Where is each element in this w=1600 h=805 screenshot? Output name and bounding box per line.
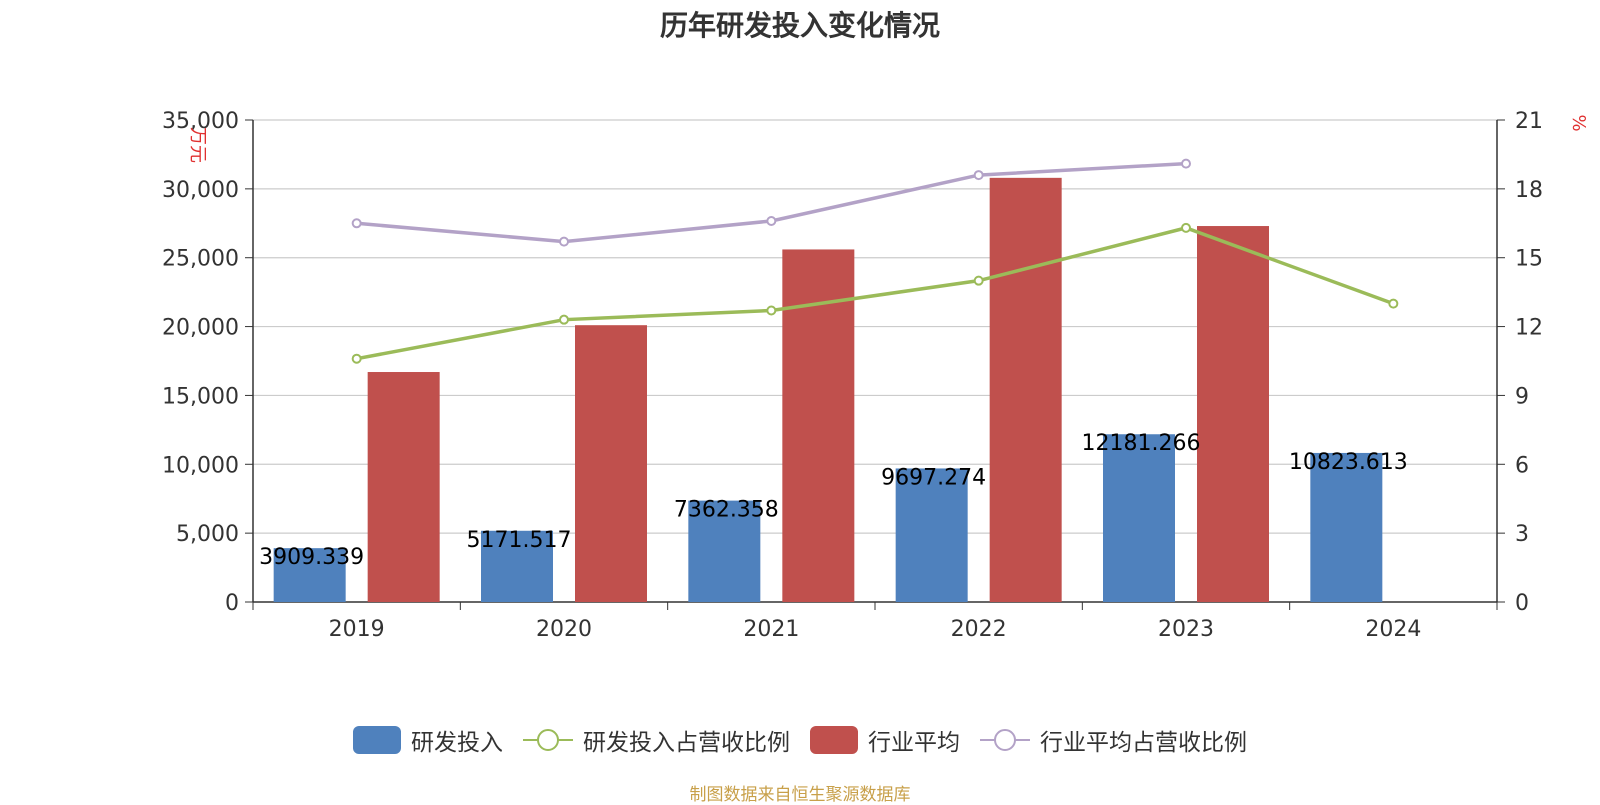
data-point bbox=[766, 215, 777, 226]
bar bbox=[1197, 226, 1269, 603]
left-axis-label: 万元 bbox=[187, 127, 208, 163]
source-note: 制图数据来自恒生聚源数据库 bbox=[689, 785, 911, 805]
data-point bbox=[559, 314, 569, 325]
legend-label: 行业平均 bbox=[868, 730, 960, 756]
bar bbox=[688, 500, 761, 602]
left-tick-label: 35,000 bbox=[162, 109, 239, 134]
right-tick-label: 9 bbox=[1515, 384, 1529, 409]
data-point bbox=[766, 305, 777, 316]
legend-item[interactable]: 行业平均占营收比例 bbox=[980, 723, 1247, 757]
right-tick-label: 21 bbox=[1515, 109, 1543, 134]
legend: 研发投入 研发投入占营收比例 行业平均 行业平均占营收比例 bbox=[0, 720, 1600, 760]
left-tick-label: 20,000 bbox=[162, 316, 239, 341]
left-tick-label: 15,000 bbox=[162, 384, 239, 409]
bar bbox=[895, 468, 968, 602]
right-tick-label: 0 bbox=[1515, 591, 1529, 616]
bar bbox=[273, 548, 346, 602]
data-point bbox=[1181, 222, 1191, 233]
left-tick-label: 10,000 bbox=[162, 453, 239, 478]
legend-label: 研发投入占营收比例 bbox=[583, 730, 790, 756]
left-tick-label: 5,000 bbox=[176, 522, 239, 547]
legend-swatch bbox=[353, 726, 401, 754]
right-tick-label: 15 bbox=[1515, 247, 1543, 272]
data-label: 3909.339 bbox=[259, 545, 364, 570]
left-tick-label: 25,000 bbox=[162, 247, 239, 272]
right-tick-label: 12 bbox=[1515, 316, 1543, 341]
bar bbox=[989, 177, 1062, 602]
data-label: 10823.613 bbox=[1289, 450, 1408, 475]
left-tick-label: 0 bbox=[225, 591, 239, 616]
data-label: 5171.517 bbox=[467, 528, 572, 553]
x-tick-label: 2021 bbox=[743, 617, 799, 642]
bar bbox=[1310, 452, 1383, 602]
x-tick-label: 2024 bbox=[1365, 617, 1421, 642]
data-label: 9697.274 bbox=[881, 465, 986, 490]
right-tick-label: 18 bbox=[1515, 178, 1543, 203]
bar bbox=[1103, 434, 1175, 602]
data-label: 7362.358 bbox=[674, 498, 779, 523]
data-point bbox=[351, 218, 362, 229]
legend-item[interactable]: 研发投入 bbox=[353, 723, 503, 757]
legend-item[interactable]: 行业平均 bbox=[810, 723, 960, 757]
data-point bbox=[1388, 298, 1399, 309]
left-tick-label: 30,000 bbox=[162, 178, 239, 203]
legend-label: 研发投入 bbox=[411, 730, 503, 756]
legend-swatch bbox=[810, 726, 858, 754]
legend-item[interactable]: 研发投入占营收比例 bbox=[523, 723, 790, 757]
data-point bbox=[973, 275, 984, 286]
x-tick-label: 2019 bbox=[329, 617, 385, 642]
right-tick-label: 6 bbox=[1515, 453, 1529, 478]
data-point bbox=[973, 170, 984, 181]
x-tick-label: 2022 bbox=[951, 617, 1007, 642]
legend-label: 行业平均占营收比例 bbox=[1040, 730, 1247, 756]
bar bbox=[367, 372, 440, 602]
legend-swatch bbox=[523, 729, 573, 751]
bar bbox=[481, 530, 553, 602]
legend-swatch bbox=[980, 729, 1030, 751]
x-tick-label: 2020 bbox=[536, 617, 592, 642]
data-point bbox=[351, 353, 362, 364]
chart-title: 历年研发投入变化情况 bbox=[659, 9, 940, 42]
x-tick-label: 2023 bbox=[1158, 617, 1214, 642]
bar bbox=[575, 325, 647, 602]
data-point bbox=[1181, 158, 1191, 169]
right-tick-label: 3 bbox=[1515, 522, 1529, 547]
series-line bbox=[356, 226, 1394, 361]
right-axis-label: % bbox=[1568, 114, 1589, 131]
data-point bbox=[559, 236, 569, 247]
data-label: 12181.266 bbox=[1082, 431, 1201, 456]
